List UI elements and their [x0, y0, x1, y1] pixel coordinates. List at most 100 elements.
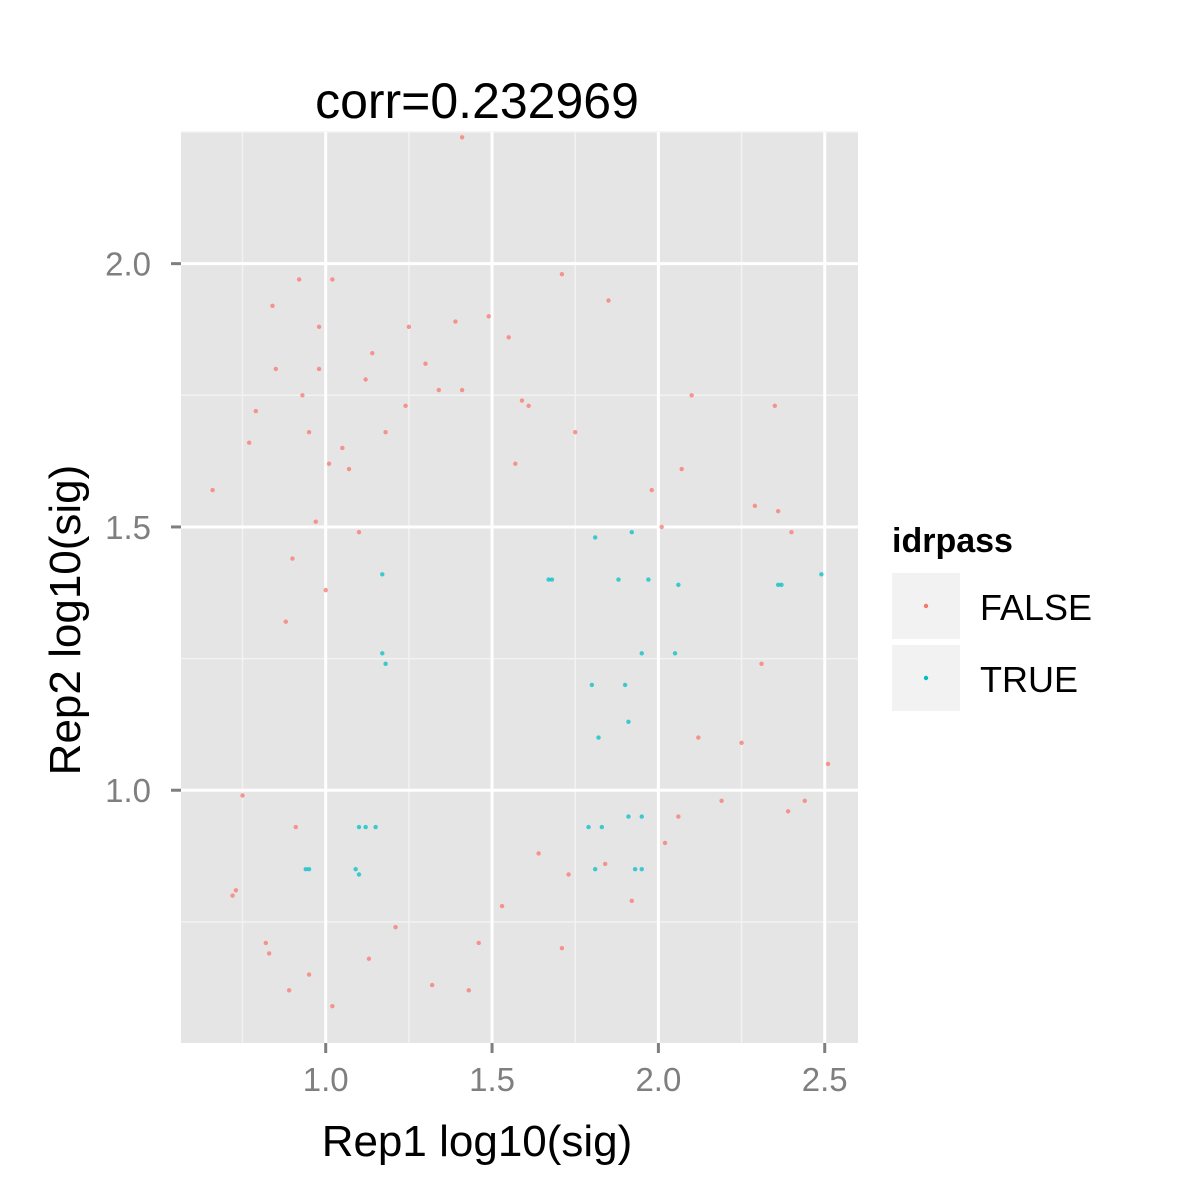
point-true-4	[356, 824, 362, 830]
point-false-54	[739, 740, 744, 746]
point-true-25	[639, 814, 644, 819]
point-false-18	[326, 461, 332, 466]
point-false-59	[602, 861, 608, 867]
point-false-3	[246, 440, 252, 445]
point-false-31	[459, 135, 465, 140]
point-false-64	[476, 940, 481, 946]
x-tick-label-3: 2.5	[802, 1061, 848, 1098]
point-false-22	[356, 530, 362, 535]
point-true-16	[596, 735, 601, 740]
point-false-6	[270, 303, 275, 308]
point-true-9	[383, 661, 388, 667]
point-false-12	[300, 393, 305, 398]
point-false-69	[330, 1003, 335, 1009]
point-true-27	[646, 577, 651, 582]
y-axis-title: Rep2 log10(sig)	[41, 465, 90, 776]
point-false-28	[423, 361, 428, 366]
plot-panel	[181, 132, 858, 1043]
point-false-49	[825, 761, 831, 767]
point-false-25	[383, 429, 388, 435]
point-true-26	[639, 651, 644, 656]
point-false-46	[772, 403, 778, 409]
point-true-23	[632, 867, 638, 872]
y-tick-label-2: 2.0	[105, 246, 151, 283]
point-false-38	[559, 271, 565, 277]
point-true-17	[599, 824, 605, 830]
point-true-29	[676, 582, 681, 588]
point-false-47	[775, 508, 781, 514]
point-true-24	[639, 867, 644, 872]
point-false-16	[316, 324, 322, 330]
point-true-30	[775, 582, 781, 588]
point-false-34	[506, 335, 511, 340]
point-false-56	[676, 814, 681, 819]
point-false-45	[752, 503, 758, 509]
point-true-11	[549, 577, 555, 582]
point-true-6	[373, 824, 378, 830]
point-true-19	[622, 682, 628, 688]
point-false-4	[253, 408, 259, 414]
point-false-1	[230, 893, 235, 898]
series-true	[303, 530, 824, 877]
point-false-20	[340, 445, 345, 451]
y-tick-label-0: 1.0	[105, 772, 151, 809]
point-false-30	[453, 319, 458, 324]
x-tick-label-2: 2.0	[635, 1061, 681, 1098]
point-false-35	[513, 461, 518, 466]
point-false-68	[366, 956, 372, 961]
x-axis-title: Rep1 log10(sig)	[322, 1117, 633, 1166]
point-true-3	[356, 872, 362, 877]
point-false-10	[293, 824, 298, 830]
legend-label-false: FALSE	[980, 587, 1092, 628]
point-true-28	[672, 651, 678, 656]
x-axis: 1.0 1.5 2.0 2.5	[303, 1043, 848, 1098]
point-false-11	[296, 277, 302, 282]
point-false-40	[606, 298, 611, 303]
point-false-63	[499, 903, 505, 909]
point-true-15	[592, 867, 598, 872]
point-false-44	[689, 393, 694, 398]
point-false-48	[789, 530, 794, 535]
point-false-43	[679, 466, 684, 472]
point-false-36	[519, 398, 525, 403]
point-false-39	[573, 429, 578, 435]
point-false-32	[459, 387, 465, 393]
point-true-13	[589, 682, 595, 688]
point-false-8	[283, 619, 288, 624]
point-false-21	[346, 466, 352, 472]
point-true-20	[626, 719, 631, 724]
point-true-5	[363, 824, 368, 830]
point-false-72	[266, 951, 272, 956]
point-false-52	[759, 661, 764, 667]
point-false-58	[629, 898, 634, 904]
y-tick-label-1: 1.5	[105, 509, 151, 546]
point-false-73	[233, 888, 239, 893]
grid-major	[181, 132, 858, 1043]
point-false-33	[486, 314, 491, 319]
point-false-65	[466, 988, 471, 993]
series-false	[210, 135, 831, 1009]
point-true-31	[779, 582, 784, 588]
point-false-61	[566, 872, 571, 877]
point-false-51	[785, 809, 791, 814]
point-false-13	[306, 429, 312, 435]
point-false-70	[306, 972, 312, 977]
point-false-23	[363, 377, 368, 382]
point-false-5	[263, 940, 269, 946]
point-true-10	[546, 577, 551, 582]
point-false-14	[313, 519, 318, 524]
point-false-15	[316, 366, 322, 372]
point-true-12	[586, 824, 591, 830]
legend-marker-true	[923, 675, 929, 681]
point-false-66	[429, 982, 435, 988]
point-false-42	[659, 524, 664, 530]
legend-label-true: TRUE	[980, 659, 1078, 700]
point-true-0	[303, 867, 308, 872]
point-false-7	[273, 366, 279, 372]
point-true-1	[306, 867, 312, 872]
point-false-27	[406, 324, 412, 330]
point-false-26	[403, 403, 408, 409]
point-true-8	[380, 651, 385, 656]
point-false-41	[649, 487, 654, 493]
legend: idrpass FALSE TRUE	[892, 522, 1092, 711]
